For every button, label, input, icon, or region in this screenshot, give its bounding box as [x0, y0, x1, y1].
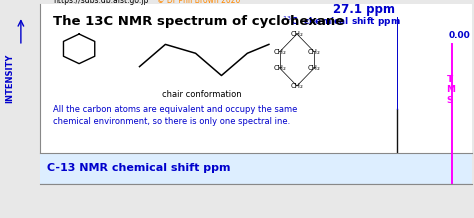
Text: INTENSITY: INTENSITY	[6, 54, 15, 103]
Text: CH₂: CH₂	[273, 49, 286, 55]
Text: CH₂: CH₂	[308, 49, 320, 55]
Text: $^{13}$C  chemical shift ppm: $^{13}$C chemical shift ppm	[283, 15, 401, 29]
Text: CH₂: CH₂	[308, 65, 320, 71]
Text: All the carbon atoms are equivalent and occupy the same
chemical environment, so: All the carbon atoms are equivalent and …	[53, 105, 298, 126]
Text: Image adapted from
https://sdbs.db.aist.go.jp: Image adapted from https://sdbs.db.aist.…	[53, 0, 149, 5]
Text: CH₂: CH₂	[291, 83, 303, 89]
Text: C-13 NMR chemical shift ppm: C-13 NMR chemical shift ppm	[47, 163, 230, 173]
Text: T
M
S: T M S	[447, 75, 456, 105]
Text: The 13C NMR spectrum of cyclohexane: The 13C NMR spectrum of cyclohexane	[53, 15, 345, 28]
Text: spectra adaptations
© Dr Phil Brown 2020: spectra adaptations © Dr Phil Brown 2020	[157, 0, 240, 5]
Text: CH₂: CH₂	[291, 31, 303, 37]
Text: CH₂: CH₂	[273, 65, 286, 71]
Text: 0.00: 0.00	[448, 31, 470, 40]
Text: chair conformation: chair conformation	[162, 90, 242, 99]
Text: 27.1 ppm: 27.1 ppm	[333, 3, 395, 16]
